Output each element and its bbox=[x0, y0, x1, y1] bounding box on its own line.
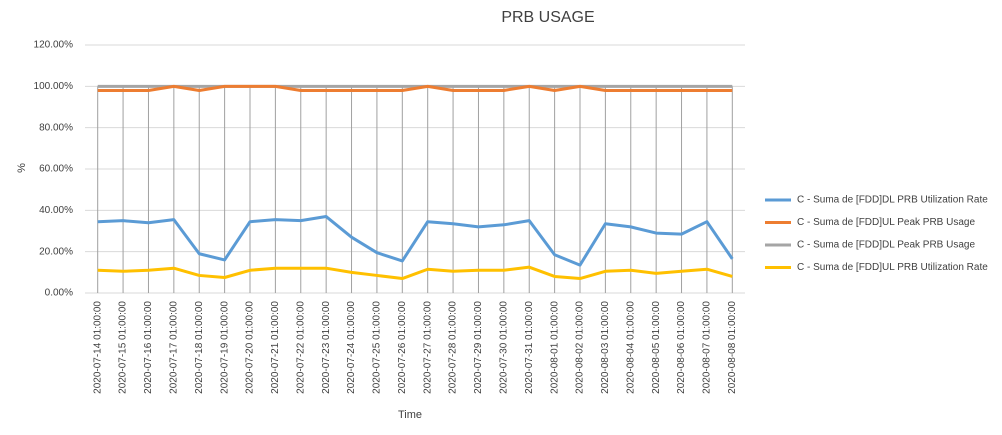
series-line bbox=[97, 265, 733, 281]
legend-label: C - Suma de [FDD]DL Peak PRB Usage bbox=[797, 240, 975, 251]
y-tick-label: 80.00% bbox=[39, 122, 73, 133]
x-tick-label: 2020-07-16 01:00:00 bbox=[143, 301, 154, 394]
x-tick-label: 2020-07-19 01:00:00 bbox=[219, 301, 230, 394]
x-tick-label: 2020-07-25 01:00:00 bbox=[372, 301, 383, 394]
x-tick-label: 2020-07-14 01:00:00 bbox=[92, 301, 103, 394]
x-tick-label: 2020-08-02 01:00:00 bbox=[575, 301, 586, 394]
x-tick-label: 2020-07-24 01:00:00 bbox=[346, 301, 357, 394]
x-tick-label: 2020-07-26 01:00:00 bbox=[397, 301, 408, 394]
x-tick-label: 2020-07-17 01:00:00 bbox=[168, 301, 179, 394]
legend-label: C - Suma de [FDD]DL PRB Utilization Rate bbox=[797, 195, 988, 206]
x-tick-label: 2020-07-18 01:00:00 bbox=[194, 301, 205, 394]
x-tick-label: 2020-08-03 01:00:00 bbox=[600, 301, 611, 394]
legend-label: C - Suma de [FDD]UL PRB Utilization Rate bbox=[797, 262, 988, 273]
y-tick-label: 0.00% bbox=[45, 288, 73, 299]
x-tick-label: 2020-08-07 01:00:00 bbox=[702, 301, 713, 394]
x-tick-label: 2020-07-21 01:00:00 bbox=[270, 301, 281, 394]
y-tick-label: 60.00% bbox=[39, 164, 73, 175]
y-tick-label: 40.00% bbox=[39, 205, 73, 216]
series-line bbox=[97, 215, 734, 267]
y-axis-label: % bbox=[16, 163, 28, 173]
y-tick-label: 20.00% bbox=[39, 246, 73, 257]
y-tick-label: 100.00% bbox=[34, 81, 74, 92]
x-tick-label: 2020-07-31 01:00:00 bbox=[524, 301, 535, 394]
x-axis-label: Time bbox=[398, 409, 422, 421]
x-tick-label: 2020-07-28 01:00:00 bbox=[448, 301, 459, 394]
x-tick-label: 2020-07-23 01:00:00 bbox=[321, 301, 332, 394]
x-tick-label: 2020-08-08 01:00:00 bbox=[727, 301, 738, 394]
y-tick-label: 120.00% bbox=[34, 40, 74, 51]
legend-label: C - Suma de [FDD]UL Peak PRB Usage bbox=[797, 217, 975, 228]
x-tick-label: 2020-07-30 01:00:00 bbox=[498, 301, 509, 394]
series-line bbox=[97, 84, 733, 92]
x-tick-label: 2020-07-22 01:00:00 bbox=[295, 301, 306, 394]
chart-title: PRB USAGE bbox=[501, 9, 594, 26]
x-tick-label: 2020-08-05 01:00:00 bbox=[651, 301, 662, 394]
x-tick-label: 2020-08-06 01:00:00 bbox=[676, 301, 687, 394]
x-tick-label: 2020-08-04 01:00:00 bbox=[625, 301, 636, 394]
x-tick-label: 2020-08-01 01:00:00 bbox=[549, 301, 560, 394]
x-tick-label: 2020-07-29 01:00:00 bbox=[473, 301, 484, 394]
x-tick-label: 2020-07-15 01:00:00 bbox=[118, 301, 129, 394]
x-tick-label: 2020-07-20 01:00:00 bbox=[245, 301, 256, 394]
x-tick-label: 2020-07-27 01:00:00 bbox=[422, 301, 433, 394]
